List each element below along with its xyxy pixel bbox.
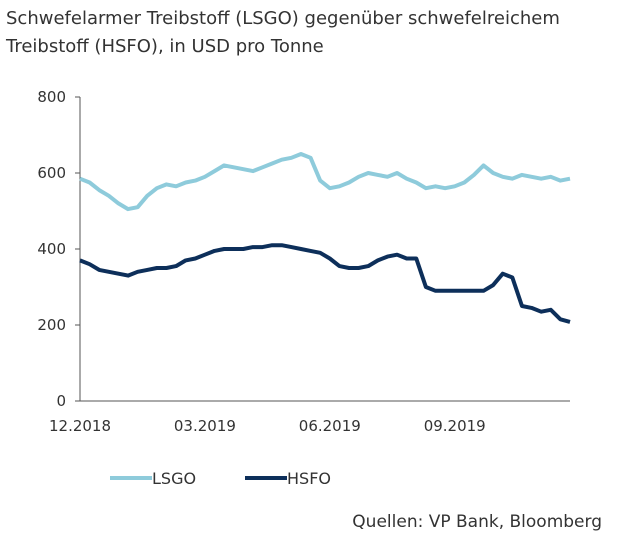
line-series: [79, 152, 571, 212]
x-tick-label: 12.2018: [49, 417, 111, 435]
y-tick-label: 800: [37, 88, 66, 106]
y-tick-label: 0: [56, 392, 66, 410]
x-tick-label: 09.2019: [424, 417, 486, 435]
chart-title: Treibstoff (HSFO), in USD pro Tonne: [5, 36, 324, 57]
source: Quellen: VP Bank, Bloomberg: [352, 512, 602, 532]
y-tick-label: 200: [37, 316, 66, 334]
x-tick-label: 03.2019: [174, 417, 236, 435]
x-tick-label: 06.2019: [299, 417, 361, 435]
legend-label: HSFO: [287, 469, 331, 488]
line-series: [79, 243, 571, 324]
chart-title: Schwefelarmer Treibstoff (LSGO) gegenübe…: [6, 8, 560, 29]
y-tick-label: 600: [37, 164, 66, 182]
legend-label: LSGO: [152, 469, 196, 488]
y-tick-label: 400: [37, 240, 66, 258]
